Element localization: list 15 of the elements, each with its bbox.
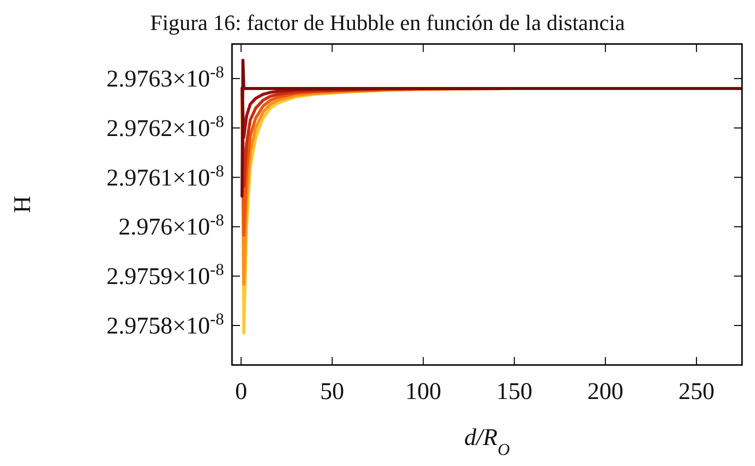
y-tick-label: 2.976×10$^{-8}$ [118,210,224,241]
y-tick-label: 2.9761×10$^{-8}$ [106,160,224,192]
x-tick-label: 50 [320,379,344,405]
y-tick-label: 2.9759×10$^{-8}$ [106,260,224,290]
x-tick-label: 100 [405,379,442,405]
x-tick-label: 250 [678,379,714,405]
x-axis-title: d/R$_{O}$ [464,425,510,458]
y-tick-label: 2.9762×10$^{-8}$ [106,111,224,142]
x-tick-label: 0 [235,379,248,405]
x-tick-label: 200 [587,379,624,405]
y-tick-label: 2.9763×10$^{-8}$ [106,62,224,93]
x-tick-label: 150 [496,379,532,405]
y-axis-title: H [10,196,36,214]
y-tick-label: 2.9758×10$^{-8}$ [106,308,224,340]
chart-title: Figura 16: factor de Hubble en función de la distancia [150,10,626,35]
